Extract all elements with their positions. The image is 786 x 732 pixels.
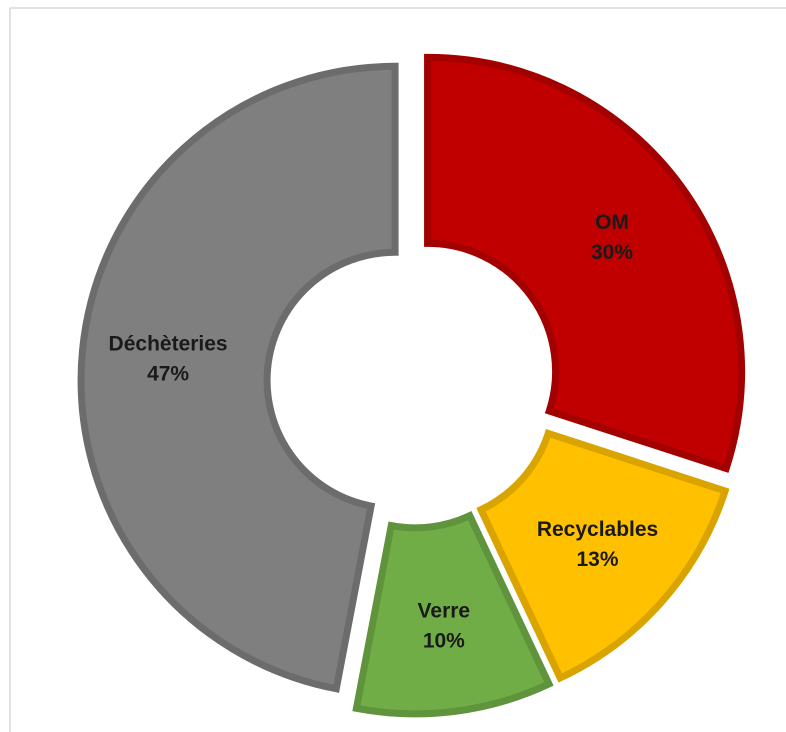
slice-category-label: Déchèteries [109, 332, 228, 355]
slice-category-label: OM [595, 211, 629, 234]
slice-category-label: Verre [418, 600, 471, 623]
slice-value-label: 30% [591, 241, 633, 264]
slice-value-label: 10% [423, 630, 465, 653]
slice [424, 53, 746, 473]
slice [476, 429, 730, 683]
slice-value-label: 13% [577, 548, 619, 571]
slice-value-label: 47% [147, 362, 189, 385]
slice-category-label: Recyclables [537, 518, 658, 541]
slice [352, 511, 554, 718]
slice [77, 62, 399, 693]
